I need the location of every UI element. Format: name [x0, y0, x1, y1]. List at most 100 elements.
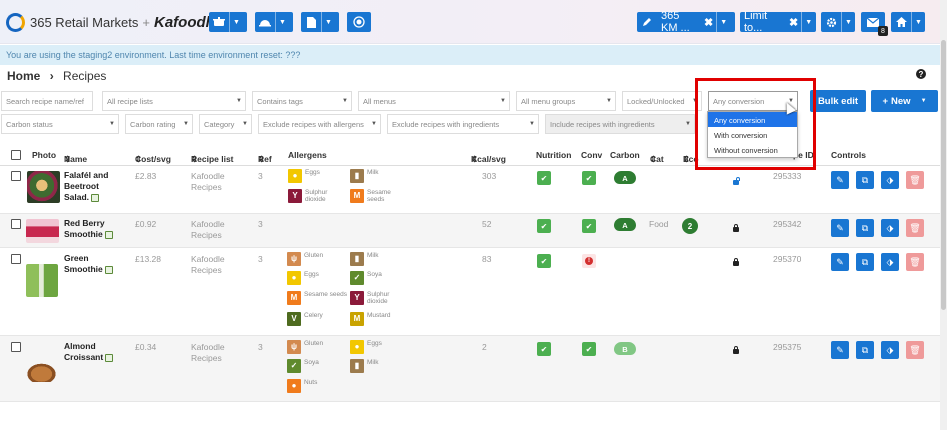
environment-notice: You are using the staging2 environment. … [0, 45, 940, 65]
recipe-photo[interactable] [27, 171, 60, 203]
locked-select[interactable]: Locked/Unlocked ▼ [622, 91, 702, 111]
chevron-down-icon: ▼ [606, 98, 612, 104]
row-checkbox[interactable] [11, 342, 21, 352]
recipe-name[interactable]: Falafél and Beetroot Salad. [64, 170, 126, 203]
vegetarian-icon [104, 265, 113, 274]
edit-button[interactable]: ✎ [831, 219, 849, 237]
bulk-edit-button[interactable]: Bulk edit [810, 90, 866, 112]
lock-icon[interactable] [733, 346, 739, 354]
edit-button[interactable]: ✎ [831, 171, 849, 189]
carbon-rating-cloud-icon: B [614, 342, 636, 355]
unlock-icon[interactable] [733, 177, 740, 185]
copy-button[interactable]: ⧉ [856, 219, 874, 237]
recipe-name[interactable]: Green Smoothie [64, 253, 126, 275]
chevron-down-icon: ▼ [275, 12, 289, 32]
allergen-label: Eggs [367, 340, 382, 347]
row-checkbox[interactable] [11, 219, 21, 229]
delete-button[interactable]: 🗑 [906, 341, 924, 359]
conversion-check-icon[interactable]: ✔ [582, 171, 596, 185]
row-checkbox[interactable] [11, 254, 21, 264]
clear-location-icon[interactable]: ✖ [704, 16, 714, 29]
include-ingredients-select[interactable]: Include recipes with ingredients ▼ [545, 114, 695, 134]
category-select[interactable]: Category ▼ [199, 114, 252, 134]
select-all-checkbox[interactable] [11, 150, 21, 160]
carbon-status-select[interactable]: Carbon status ▼ [1, 114, 119, 134]
menu-groups-select[interactable]: All menu groups ▼ [516, 91, 616, 111]
conversion-select[interactable]: Any conversion ▼ [708, 91, 798, 111]
recipe-name-text: Green Smoothie [64, 253, 103, 275]
row-checkbox[interactable] [11, 171, 21, 181]
conversion-check-icon[interactable]: ✔ [582, 219, 596, 233]
recipe-name[interactable]: Red Berry Smoothie [64, 218, 126, 240]
delete-button[interactable]: 🗑 [906, 171, 924, 189]
sesame-icon: M [350, 189, 364, 203]
table-header: Photo ⇕ Name ⇕ Cost/svg ⇕ Recipe list ⇕ … [0, 146, 940, 166]
menus-select[interactable]: All menus ▼ [358, 91, 510, 111]
new-recipe-button[interactable]: + New ▼ [871, 90, 938, 112]
recipe-name[interactable]: Almond Croissant [64, 341, 126, 363]
scrollbar-thumb[interactable] [941, 40, 946, 310]
edit-button[interactable]: ✎ [831, 341, 849, 359]
recipe-id: 295370 [773, 254, 802, 264]
tag-button[interactable]: ⬗ [881, 341, 899, 359]
carbon-rating-select[interactable]: Carbon rating ▼ [125, 114, 193, 134]
recipe-lists-select[interactable]: All recipe lists ▼ [102, 91, 246, 111]
help-icon[interactable]: ? [916, 69, 926, 79]
clear-limit-icon[interactable]: ✖ [789, 16, 799, 29]
location-selector[interactable]: 365 KM ... ✖ ▼ [637, 10, 735, 34]
tag-button[interactable]: ⬗ [881, 253, 899, 271]
conversion-option-any[interactable]: Any conversion [708, 112, 797, 127]
nutrition-check-icon[interactable]: ✔ [537, 219, 551, 233]
brand-logo[interactable]: 365 Retail Markets + Kafoodle [6, 12, 218, 32]
recipe-kcal: 2 [482, 342, 487, 352]
menu-groups-value: All menu groups [521, 97, 576, 106]
settings-menu-button[interactable]: ▼ [821, 12, 855, 32]
sort-icon: ⇕ [650, 154, 658, 164]
vertical-scrollbar[interactable] [940, 0, 947, 430]
cloche-menu-button[interactable]: ▼ [255, 12, 293, 32]
allergen-label: Nuts [304, 379, 318, 386]
recipe-photo[interactable] [25, 362, 58, 382]
allergen-label: Milk [367, 252, 379, 259]
nutrition-check-icon[interactable]: ✔ [537, 254, 551, 268]
conversion-option-with[interactable]: With conversion [714, 131, 768, 140]
contains-tags-select[interactable]: Contains tags ▼ [252, 91, 352, 111]
recipe-photo[interactable] [26, 264, 58, 297]
delete-button[interactable]: 🗑 [906, 253, 924, 271]
home-menu-button[interactable]: ▼ [891, 12, 925, 32]
tag-button[interactable]: ⬗ [881, 219, 899, 237]
documents-menu-button[interactable]: ▼ [301, 12, 339, 32]
egg-icon: ● [287, 271, 301, 285]
exclude-ingredients-select[interactable]: Exclude recipes with ingredients ▼ [387, 114, 539, 134]
copy-button[interactable]: ⧉ [856, 253, 874, 271]
edit-button[interactable]: ✎ [831, 253, 849, 271]
copy-button[interactable]: ⧉ [856, 341, 874, 359]
conversion-dropdown-list: Any conversion With conversion Without c… [707, 111, 798, 158]
conversion-option-without[interactable]: Without conversion [714, 146, 778, 155]
cooking-menu-button[interactable]: ▼ [209, 12, 247, 32]
copy-button[interactable]: ⧉ [856, 171, 874, 189]
exclude-allergens-select[interactable]: Exclude recipes with allergens ▼ [258, 114, 381, 134]
recipe-photo[interactable] [26, 219, 59, 243]
allergen-label: Mustard [367, 312, 391, 319]
exclude-allergens-value: Exclude recipes with allergens [263, 120, 364, 129]
lock-icon[interactable] [733, 258, 739, 266]
allergen-label: Gluten [304, 252, 324, 259]
messages-button[interactable]: 8 [861, 12, 888, 36]
nutrition-check-icon[interactable]: ✔ [537, 342, 551, 356]
lock-icon[interactable] [733, 224, 739, 232]
conversion-check-icon[interactable]: ✔ [582, 342, 596, 356]
tag-button[interactable]: ⬗ [881, 171, 899, 189]
chevron-down-icon: ▼ [841, 12, 855, 32]
plus-icon: + [882, 95, 889, 107]
recipe-cost: £0.92 [135, 219, 157, 229]
limit-selector[interactable]: Limit to... ✖ ▼ [740, 10, 816, 34]
delete-button[interactable]: 🗑 [906, 219, 924, 237]
conversion-warning-icon[interactable]: ! [582, 254, 596, 268]
exclude-ingredients-value: Exclude recipes with ingredients [392, 120, 500, 129]
search-recipe-input[interactable]: Search recipe name/ref [1, 91, 93, 111]
breadcrumb-home[interactable]: Home [7, 69, 41, 83]
plate-button[interactable] [347, 12, 371, 32]
nutrition-check-icon[interactable]: ✔ [537, 171, 551, 185]
